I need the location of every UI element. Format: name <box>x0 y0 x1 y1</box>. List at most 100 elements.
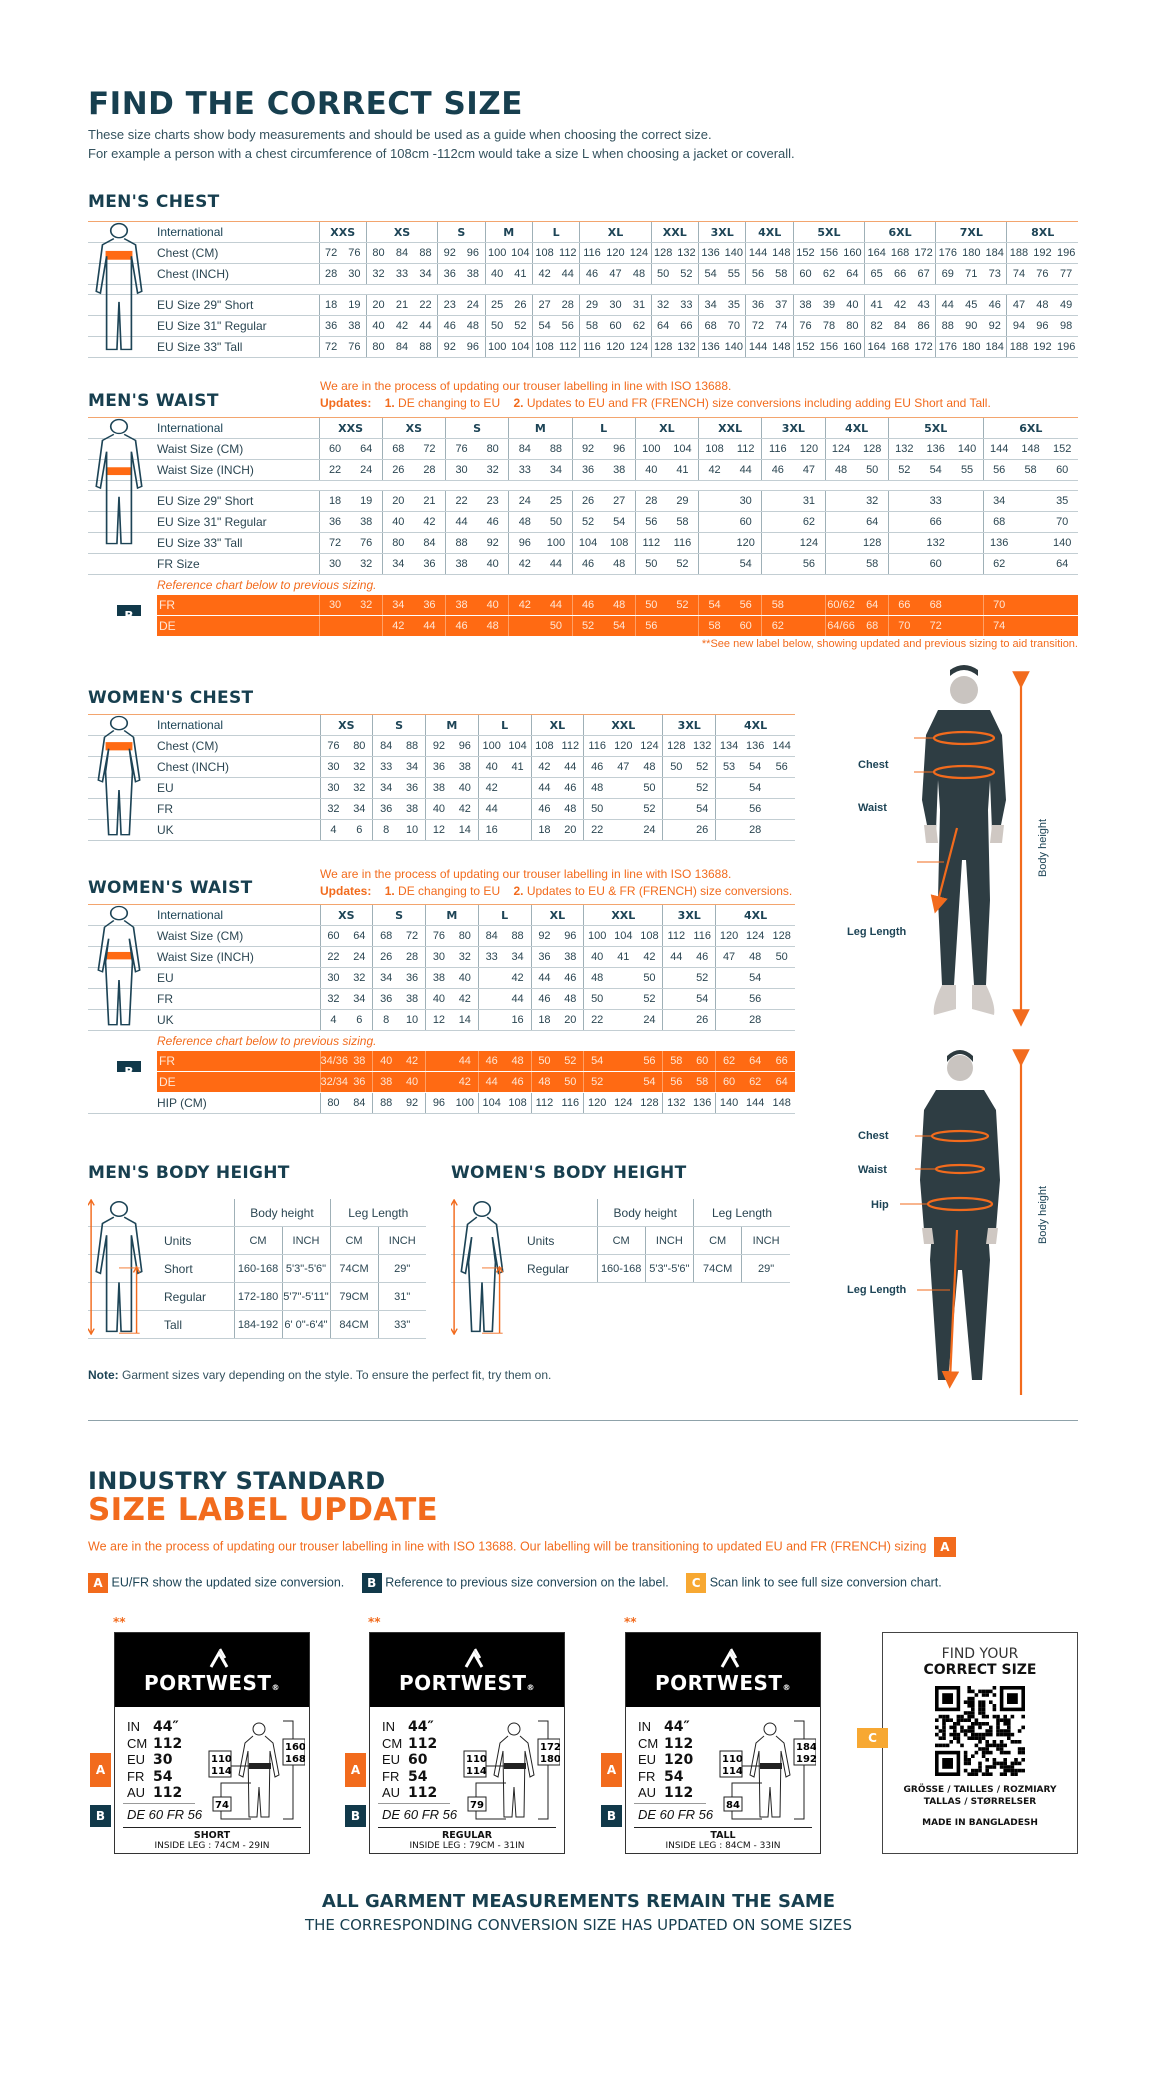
size-header-m: M <box>484 221 533 243</box>
table-cell: 29 <box>579 294 604 316</box>
waist-range-low: 110 <box>211 1754 232 1765</box>
table-cell: 4 <box>319 1009 347 1031</box>
table-cell: 128 <box>856 532 889 554</box>
table-cell: 84 <box>372 735 400 757</box>
table-cell: 48 <box>504 1051 531 1072</box>
table-cell: 32 <box>650 294 675 316</box>
table-cell <box>824 511 857 533</box>
table-cell: 88 <box>399 735 426 757</box>
size-header-m: M <box>508 417 572 439</box>
row-label: Tall <box>88 1310 234 1339</box>
size-header-s: S <box>372 714 426 736</box>
table-cell: 46 <box>530 988 558 1010</box>
table-cell: 54 <box>603 511 636 533</box>
table-cell: 144 <box>745 336 770 358</box>
table-cell <box>768 819 795 841</box>
size-system: FR <box>382 1768 400 1784</box>
size-header-xl: XL <box>579 221 652 243</box>
table-row: FR 32 34 36 38 40 42 44 46 48 50 52 54 56 <box>88 988 795 1010</box>
table-cell: 132 <box>674 242 699 264</box>
table-cell: 52 <box>674 263 699 285</box>
table-cell: 44 <box>477 798 505 820</box>
height-range-low: 184 <box>796 1742 816 1753</box>
table-cell: 140 <box>1046 532 1078 554</box>
portwest-logo-mark-icon <box>464 1648 484 1668</box>
table-cell: 20 <box>381 490 414 512</box>
table-cell: 50 <box>636 967 663 989</box>
table-cell: 124 <box>824 438 857 460</box>
table-cell: 72 <box>318 336 343 358</box>
table-cell: 21 <box>390 294 414 316</box>
header-row: International XXS XS S M L XL XXL 3XL 4XL 5XL 6XL <box>88 417 1078 439</box>
table-cell: 164 <box>864 242 889 264</box>
table-cell: 48 <box>477 615 509 637</box>
table-cell: 42 <box>508 553 541 575</box>
portwest-logo: PORTWEST® <box>143 1671 281 1695</box>
table-cell: 40 <box>399 1071 426 1093</box>
table-cell: 38 <box>557 946 584 968</box>
table-cell: 40 <box>365 315 391 337</box>
size-value: 112 <box>153 1735 183 1752</box>
table-cell: 30 <box>603 294 628 316</box>
table-cell: 120 <box>730 532 762 554</box>
table-cell: 76 <box>1030 263 1055 285</box>
table-cell: 46 <box>557 777 584 799</box>
table-cell: 52 <box>666 553 699 575</box>
row-label: FRB <box>88 595 319 627</box>
table-cell <box>610 988 637 1010</box>
table-cell <box>887 511 920 533</box>
table-cell: 50 <box>557 1071 584 1093</box>
table-cell: 24 <box>636 1009 663 1031</box>
man-figure <box>922 665 1006 1015</box>
size-header-xl: XL <box>530 714 584 736</box>
qr-code[interactable] <box>935 1686 1025 1776</box>
table-cell: 32 <box>346 967 373 989</box>
badge-b: B <box>601 1805 622 1827</box>
table-cell: 28 <box>556 294 580 316</box>
size-system: IN <box>382 1719 395 1734</box>
inside-leg: INSIDE LEG : 74CM - 29IN <box>154 1841 270 1851</box>
table-cell: 34 <box>698 294 723 316</box>
table-cell: 52 <box>583 1071 611 1093</box>
column-group-row: Body height Leg Length <box>88 1199 426 1227</box>
table-cell: 62 <box>817 263 841 285</box>
table-cell: 36 <box>318 315 343 337</box>
table-cell: 116 <box>579 336 604 358</box>
column-group-header: Body height <box>596 1199 694 1227</box>
table-cell: 50 <box>634 553 667 575</box>
update-1-number: 1. <box>384 884 395 898</box>
table-cell: 47 <box>793 459 825 481</box>
badge-b: B <box>90 1805 111 1827</box>
table-cell <box>318 615 351 637</box>
woman-height-label: Body height <box>1037 1186 1049 1244</box>
table-cell: 50 <box>583 988 611 1010</box>
table-cell: 74 <box>1006 263 1031 285</box>
table-cell: 27 <box>603 490 636 512</box>
update-2-number: 2. <box>513 884 524 898</box>
table-cell: 36 <box>399 967 426 989</box>
size-header-5xl: 5XL <box>887 417 984 439</box>
table-cell: 55 <box>722 263 746 285</box>
table-cell: 66 <box>887 595 920 616</box>
mens-waist-grid: International XXS XS S M L XL XXL 3XL 4XL 5XL 6XL Wa… <box>88 417 1078 637</box>
table-cell: 120 <box>603 336 628 358</box>
table-cell: 92 <box>399 1092 426 1114</box>
table-cell: 140 <box>722 336 746 358</box>
row-label: International <box>88 904 320 926</box>
table-cell: 42 <box>390 315 414 337</box>
table-cell: 77 <box>1054 263 1078 285</box>
size-value: 112 <box>664 1735 694 1752</box>
badge-c: C <box>857 1728 888 1748</box>
table-cell: 38 <box>445 553 478 575</box>
table-cell: 38 <box>603 459 636 481</box>
size-header-4xl: 4XL <box>715 714 795 736</box>
table-cell: 41 <box>508 263 533 285</box>
table-cell: 64 <box>650 315 675 337</box>
table-cell: 41 <box>864 294 889 316</box>
reference-note-row: Reference chart below to previous sizing… <box>88 575 1078 596</box>
size-header-4xl: 4XL <box>715 904 795 926</box>
table-cell: CM <box>596 1226 646 1255</box>
table-cell: 148 <box>1014 438 1047 460</box>
table-cell: 36 <box>372 988 400 1010</box>
